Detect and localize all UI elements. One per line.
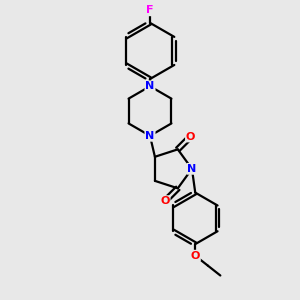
Text: O: O — [190, 251, 200, 261]
Text: N: N — [187, 164, 196, 174]
Text: F: F — [146, 5, 154, 15]
Text: N: N — [146, 131, 154, 141]
Text: O: O — [160, 196, 170, 206]
Text: O: O — [186, 131, 195, 142]
Text: N: N — [146, 81, 154, 91]
